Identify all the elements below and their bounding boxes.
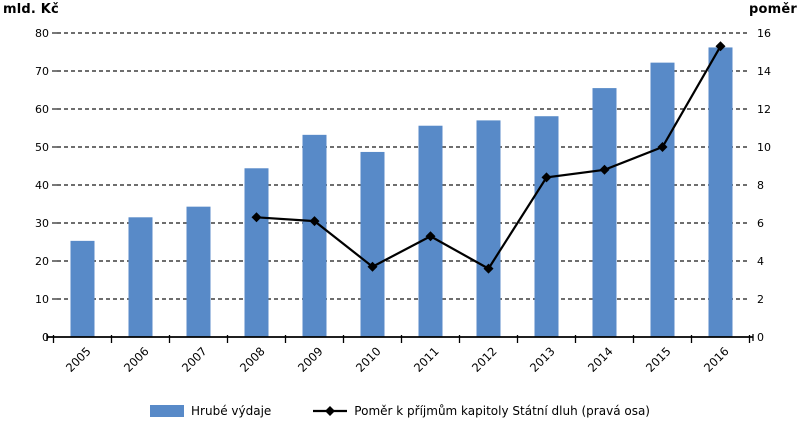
bar	[128, 217, 153, 337]
legend: Hrubé výdaje Poměr k příjmům kapitoly St…	[0, 404, 800, 418]
bar	[70, 240, 95, 337]
bar	[186, 206, 211, 337]
category-label: 2005	[63, 344, 94, 375]
y-right-tick-label: 14	[757, 65, 771, 78]
category-label: 2009	[295, 344, 326, 375]
y-left-tick-label: 50	[35, 141, 49, 154]
category-label: 2008	[237, 344, 268, 375]
line-marker-diamond	[599, 164, 610, 175]
legend-label-line: Poměr k příjmům kapitoly Státní dluh (pr…	[354, 404, 650, 418]
y-left-tick-label: 70	[35, 65, 49, 78]
line-marker-diamond	[367, 261, 378, 272]
line-marker-diamond	[483, 263, 494, 274]
category-label: 2016	[701, 344, 732, 375]
category-label: 2010	[353, 344, 384, 375]
y-right-tick-label: 10	[757, 141, 771, 154]
bar	[650, 62, 675, 337]
bar	[360, 151, 385, 337]
bar	[476, 120, 501, 338]
legend-item-line: Poměr k příjmům kapitoly Státní dluh (pr…	[313, 404, 650, 418]
category-label: 2013	[527, 344, 558, 375]
category-label: 2011	[411, 344, 442, 375]
line-marker-diamond	[715, 41, 726, 52]
line-marker-diamond	[425, 231, 436, 242]
line-marker-diamond	[309, 216, 320, 227]
category-label: 2015	[643, 344, 674, 375]
legend-item-bars: Hrubé výdaje	[150, 404, 271, 418]
y-left-tick-label: 40	[35, 179, 49, 192]
bar-series-swatch	[150, 405, 185, 417]
y-left-tick-label: 30	[35, 217, 49, 230]
y-left-tick-label: 20	[35, 255, 49, 268]
left-axis-title: mld. Kč	[3, 2, 59, 17]
legend-diamond-icon	[325, 406, 336, 416]
bar	[302, 134, 327, 337]
y-left-tick-label: 80	[35, 27, 49, 40]
category-label: 2012	[469, 344, 500, 375]
line-marker-diamond	[251, 212, 262, 223]
bar	[244, 168, 269, 337]
right-axis-title: poměr	[748, 2, 797, 17]
line-marker-diamond	[657, 142, 668, 152]
y-right-tick-label: 0	[757, 331, 764, 344]
y-right-tick-label: 6	[757, 217, 764, 230]
category-label: 2006	[121, 344, 152, 375]
line-marker-diamond	[541, 172, 552, 183]
y-right-tick-label: 4	[757, 255, 764, 268]
y-left-tick-label: 10	[35, 293, 49, 306]
y-right-tick-label: 12	[757, 103, 771, 116]
legend-label-bars: Hrubé výdaje	[191, 404, 272, 418]
y-left-tick-label: 0	[42, 331, 49, 344]
category-label: 2007	[179, 344, 210, 375]
bar	[592, 88, 617, 337]
y-left-tick-label: 60	[35, 103, 49, 116]
category-label: 2014	[585, 344, 616, 375]
bar	[708, 47, 733, 337]
y-right-tick-label: 2	[757, 293, 764, 306]
line-series-marker-sample	[313, 406, 348, 416]
bar	[534, 116, 559, 337]
y-right-tick-label: 16	[757, 27, 771, 40]
y-right-tick-label: 8	[757, 179, 764, 192]
